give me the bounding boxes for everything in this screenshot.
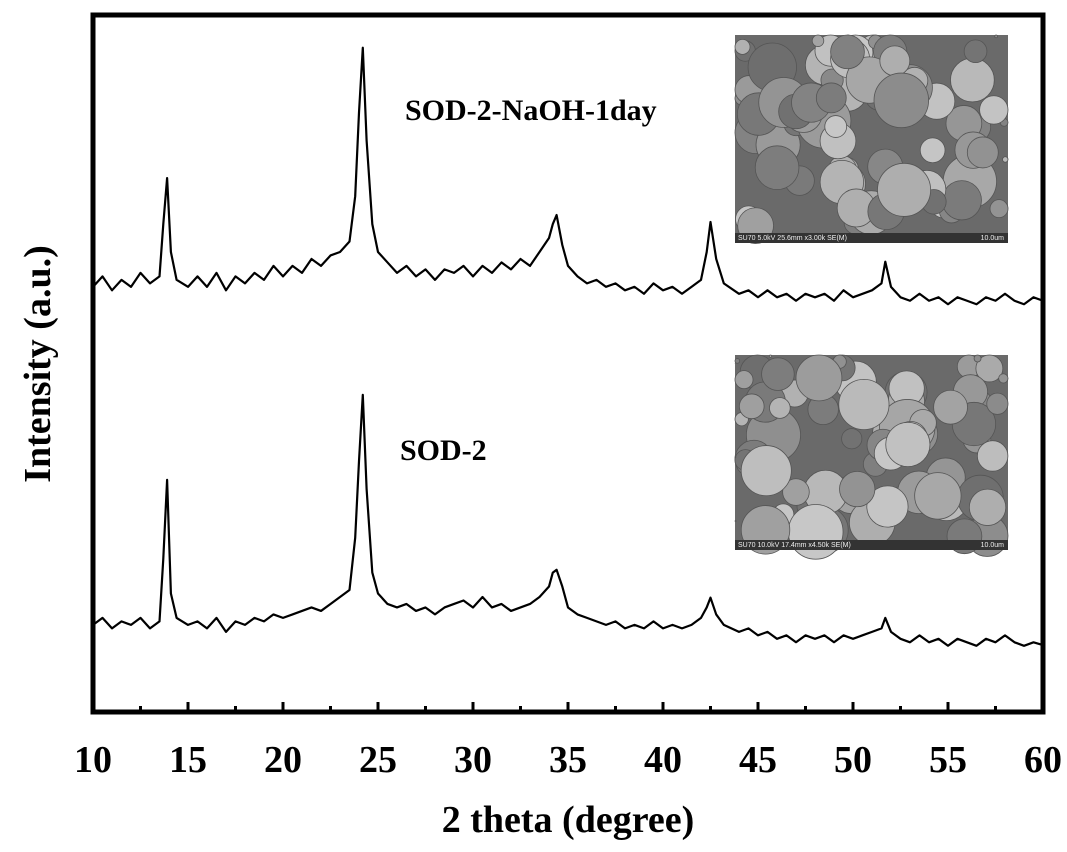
- sem-particle: [998, 373, 1009, 384]
- sem-particle: [966, 136, 999, 169]
- sem-particle: [914, 472, 962, 520]
- sem-particle: [866, 485, 909, 528]
- sem-particle: [963, 39, 988, 64]
- sem-particle: [824, 115, 848, 138]
- sem-particle: [761, 357, 795, 391]
- x-tick-label: 45: [739, 739, 777, 781]
- sem-particle: [734, 370, 754, 390]
- sem-particle: [795, 354, 843, 402]
- y-axis-title: Intensity (a.u.): [17, 245, 59, 483]
- sem-particle: [754, 145, 800, 190]
- sem-particle: [885, 421, 931, 467]
- sem-particle: [838, 378, 890, 431]
- sem-image: SU70 10.0kV 17.4mm x4.50k SE(M) 10.0um: [734, 354, 1009, 560]
- sem-particle: [740, 445, 792, 497]
- sem-caption: SU70 5.0kV 25.6mm x3.00k SE(M): [738, 235, 847, 242]
- sem-particle: [877, 162, 932, 217]
- sem-particle: [873, 72, 930, 129]
- sem-particle: [994, 34, 998, 39]
- x-tick-label: 15: [169, 739, 207, 781]
- x-axis-title: 2 theta (degree): [442, 799, 695, 841]
- sem-particle: [830, 34, 865, 70]
- x-tick-label: 10: [74, 739, 112, 781]
- sem-particle: [782, 478, 810, 506]
- x-tick-label: 50: [834, 739, 872, 781]
- series-label: SOD-2: [400, 434, 487, 467]
- x-tick-label: 55: [929, 739, 967, 781]
- sem-particle: [976, 440, 1009, 472]
- sem-image: SU70 5.0kV 25.6mm x3.00k SE(M) 10.0um: [734, 34, 1009, 244]
- sem-particle: [975, 354, 1004, 383]
- sem-particle: [734, 520, 737, 523]
- sem-particle: [734, 456, 737, 459]
- xrd-line: [92, 46, 1044, 306]
- sem-particle: [989, 199, 1009, 219]
- x-tick-label: 60: [1024, 739, 1062, 781]
- sem-particle: [950, 57, 995, 103]
- sem-particle: [841, 428, 863, 450]
- sem-particle: [839, 470, 876, 508]
- sem-particle: [815, 82, 847, 114]
- sem-particle: [933, 389, 968, 425]
- sem-particle: [941, 180, 982, 221]
- sem-particle: [968, 488, 1007, 526]
- xrd-line: [92, 393, 1044, 647]
- sem-particle: [787, 504, 844, 560]
- x-tick-label: 30: [454, 739, 492, 781]
- sem-info-bar: [735, 540, 1008, 550]
- sem-caption: SU70 10.0kV 17.4mm x4.50k SE(M): [738, 542, 851, 549]
- sem-particle: [734, 38, 751, 55]
- sem-info-bar: [735, 233, 1008, 243]
- series-label: SOD-2-NaOH-1day: [405, 94, 657, 127]
- sem-particle: [738, 393, 765, 420]
- sem-particle: [769, 397, 791, 419]
- sem-scale: 10.0um: [981, 235, 1005, 242]
- sem-particle: [879, 45, 911, 77]
- sem-particle: [919, 137, 946, 164]
- sem-particle: [734, 358, 741, 364]
- x-tick-label: 35: [549, 739, 587, 781]
- sem-scale: 10.0um: [981, 542, 1005, 549]
- sem-particle: [986, 392, 1009, 415]
- sem-particle: [979, 95, 1009, 125]
- sem-particle: [973, 354, 982, 363]
- sem-particle: [1002, 156, 1009, 163]
- x-tick-label: 20: [264, 739, 302, 781]
- sem-particle: [811, 34, 825, 47]
- x-tick-label: 40: [644, 739, 682, 781]
- sem-particle: [768, 354, 773, 358]
- x-tick-label: 25: [359, 739, 397, 781]
